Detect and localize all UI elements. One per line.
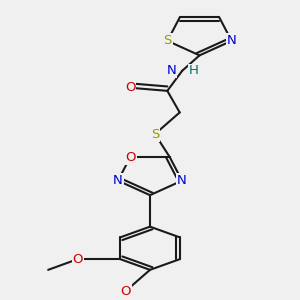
Text: N: N: [177, 174, 187, 187]
Text: H: H: [189, 64, 199, 77]
Text: O: O: [73, 253, 83, 266]
Text: S: S: [151, 128, 159, 141]
Text: S: S: [163, 34, 172, 47]
Text: N: N: [167, 64, 177, 77]
Text: O: O: [125, 81, 135, 94]
Text: O: O: [120, 285, 130, 298]
Text: N: N: [113, 174, 123, 187]
Text: N: N: [227, 34, 236, 47]
Text: O: O: [125, 151, 136, 164]
